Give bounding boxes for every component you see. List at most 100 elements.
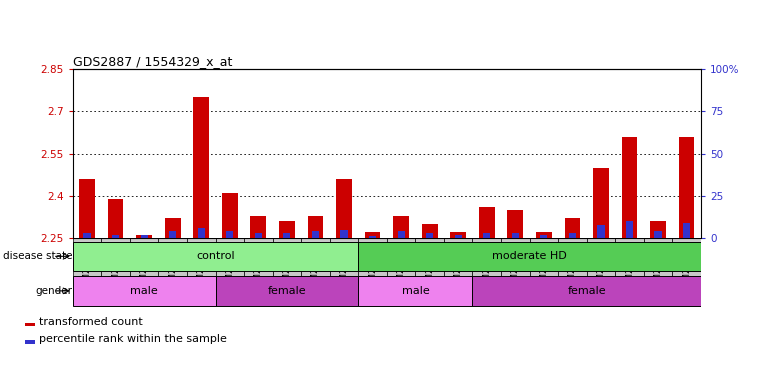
Bar — [130, 238, 159, 280]
Bar — [387, 238, 415, 280]
Text: moderate HD: moderate HD — [493, 251, 567, 262]
Text: GSM217784: GSM217784 — [368, 240, 377, 291]
Bar — [136, 235, 152, 238]
Bar — [426, 233, 434, 238]
Bar — [587, 238, 615, 280]
Bar — [565, 218, 581, 238]
Bar — [312, 231, 319, 238]
Bar — [244, 238, 273, 280]
Bar — [215, 238, 244, 280]
Bar — [73, 238, 101, 280]
Bar — [643, 238, 673, 280]
Bar — [165, 218, 181, 238]
Text: GSM217782: GSM217782 — [653, 240, 663, 291]
Bar — [558, 238, 587, 280]
Text: female: female — [568, 286, 606, 296]
Bar — [250, 215, 267, 238]
Text: GDS2887 / 1554329_x_at: GDS2887 / 1554329_x_at — [73, 55, 232, 68]
Bar — [536, 232, 552, 238]
Bar — [340, 230, 348, 238]
Bar — [673, 238, 701, 280]
Bar — [512, 233, 519, 238]
Text: GSM217768: GSM217768 — [283, 240, 291, 291]
Bar — [222, 193, 237, 238]
Bar — [450, 232, 466, 238]
Bar — [650, 221, 666, 238]
Bar — [83, 233, 90, 238]
Text: GSM217773: GSM217773 — [139, 240, 149, 291]
Bar — [159, 238, 187, 280]
Bar — [108, 199, 123, 238]
Bar — [226, 231, 234, 238]
Text: GSM217766: GSM217766 — [225, 240, 234, 291]
Text: GSM217779: GSM217779 — [568, 240, 577, 291]
Bar — [473, 238, 501, 280]
Text: gender: gender — [36, 286, 73, 296]
Text: GSM217780: GSM217780 — [597, 240, 605, 291]
Bar — [25, 340, 35, 344]
Text: GSM217774: GSM217774 — [169, 240, 177, 291]
Bar — [336, 179, 352, 238]
Text: GSM217769: GSM217769 — [311, 240, 320, 291]
Bar — [198, 228, 205, 238]
Bar — [369, 237, 376, 238]
Bar — [654, 231, 662, 238]
Text: GSM217778: GSM217778 — [539, 240, 548, 291]
Bar — [79, 179, 95, 238]
Bar — [358, 242, 701, 271]
Bar — [73, 242, 358, 271]
Text: GSM217777: GSM217777 — [511, 240, 520, 291]
Bar — [679, 137, 695, 238]
Text: control: control — [196, 251, 235, 262]
Text: percentile rank within the sample: percentile rank within the sample — [39, 334, 227, 344]
Bar — [398, 231, 404, 238]
Bar — [569, 233, 576, 238]
Text: GSM217785: GSM217785 — [397, 240, 406, 291]
Bar — [597, 225, 604, 238]
Bar — [187, 238, 215, 280]
Text: GSM217786: GSM217786 — [425, 240, 434, 291]
Bar — [365, 232, 381, 238]
Text: GSM217770: GSM217770 — [339, 240, 349, 291]
Bar — [301, 238, 329, 280]
Text: disease state: disease state — [3, 251, 73, 262]
Bar — [455, 235, 462, 238]
Text: GSM217787: GSM217787 — [453, 240, 463, 291]
Bar — [622, 137, 637, 238]
Bar — [444, 238, 473, 280]
Text: GSM217771: GSM217771 — [83, 240, 92, 291]
Bar — [358, 238, 387, 280]
Text: GSM217772: GSM217772 — [111, 240, 120, 291]
Text: GSM217767: GSM217767 — [254, 240, 263, 291]
Bar — [283, 233, 290, 238]
Bar — [479, 207, 495, 238]
Bar — [308, 215, 323, 238]
Text: male: male — [401, 286, 429, 296]
Bar — [626, 221, 633, 238]
Bar — [501, 238, 529, 280]
Bar — [540, 235, 548, 238]
Bar — [73, 276, 215, 306]
Text: GSM217783: GSM217783 — [682, 240, 691, 291]
Bar — [273, 238, 301, 280]
Text: GSM217781: GSM217781 — [625, 240, 634, 291]
Bar — [141, 235, 148, 238]
Bar — [483, 233, 490, 238]
Bar — [615, 238, 643, 280]
Bar — [215, 276, 358, 306]
Bar — [329, 238, 358, 280]
Bar — [101, 238, 130, 280]
Bar — [593, 168, 609, 238]
Bar — [393, 215, 409, 238]
Bar — [683, 223, 690, 238]
Bar — [473, 276, 701, 306]
Text: transformed count: transformed count — [39, 317, 142, 327]
Bar — [279, 221, 295, 238]
Bar — [25, 323, 35, 326]
Bar — [358, 276, 473, 306]
Text: female: female — [267, 286, 306, 296]
Bar — [507, 210, 523, 238]
Bar — [112, 235, 119, 238]
Bar — [255, 233, 262, 238]
Text: GSM217775: GSM217775 — [197, 240, 206, 291]
